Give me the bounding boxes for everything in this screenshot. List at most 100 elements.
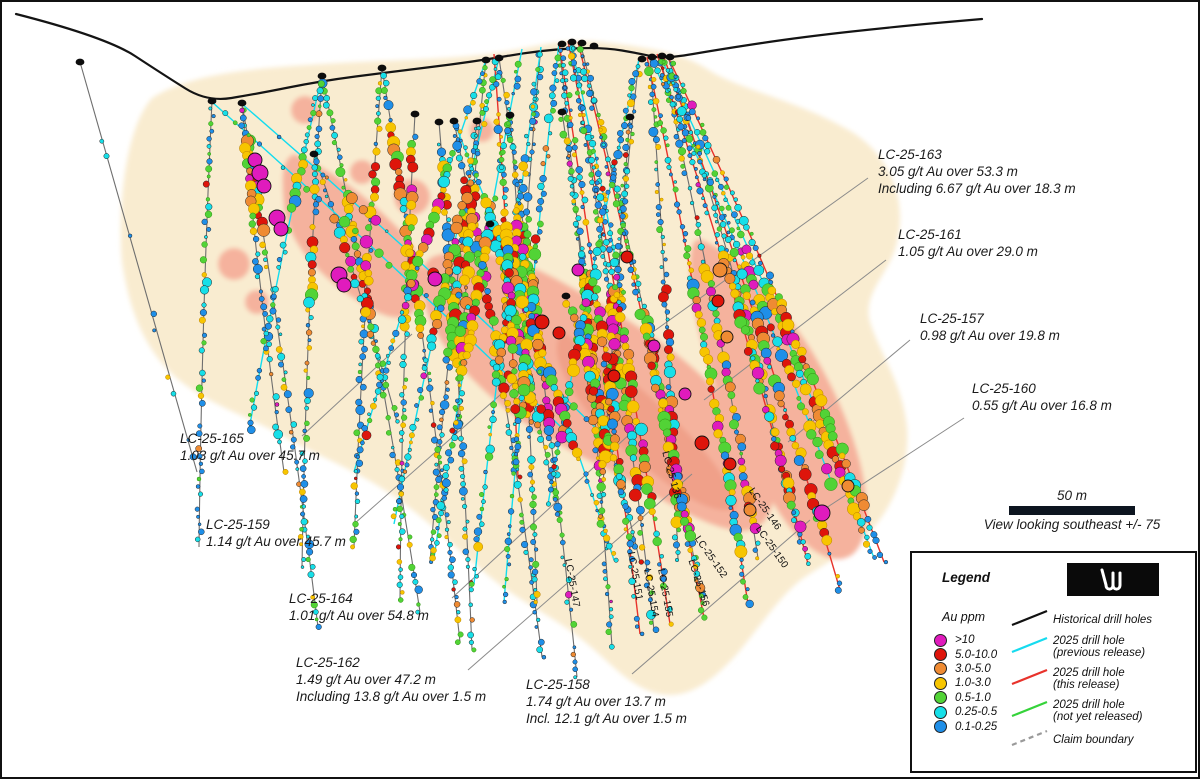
assay-dot <box>312 208 320 216</box>
legend-grade-row: >10 <box>934 633 997 647</box>
assay-dot <box>523 549 529 555</box>
assay-dot <box>276 256 283 263</box>
assay-dot <box>327 201 335 208</box>
assay-dot <box>720 451 730 460</box>
assay-dot <box>277 352 286 361</box>
assay-dot <box>316 87 324 95</box>
feature-dot-magenta <box>427 271 443 287</box>
assay-dot <box>407 447 412 452</box>
assay-dot <box>551 464 557 470</box>
assay-dot <box>527 435 531 439</box>
assay-dot <box>603 534 611 542</box>
assay-dot <box>621 231 626 236</box>
assay-dot <box>462 533 469 540</box>
assay-dot <box>622 107 629 114</box>
assay-dot <box>498 156 505 163</box>
assay-dot <box>517 497 523 503</box>
assay-dot <box>659 554 664 559</box>
assay-dot <box>335 167 346 177</box>
assay-dot <box>649 590 655 595</box>
assay-dot <box>294 459 300 465</box>
assay-dot <box>543 425 555 436</box>
assay-dot <box>446 520 451 525</box>
assay-dot <box>607 418 618 430</box>
mineralized-zone-core <box>556 332 737 511</box>
assay-dot <box>461 458 468 465</box>
assay-dot <box>654 189 659 195</box>
assay-dot <box>743 347 753 356</box>
assay-dot <box>517 474 523 480</box>
assay-dot <box>406 541 413 548</box>
assay-dot <box>797 531 803 537</box>
assay-dot <box>499 391 507 400</box>
assay-dot <box>459 274 470 286</box>
assay-dot <box>590 378 601 389</box>
assay-dot <box>691 150 697 156</box>
assay-dot <box>726 230 731 235</box>
assay-dot <box>742 594 749 600</box>
assay-dot <box>430 400 435 406</box>
assay-dot <box>694 215 700 221</box>
assay-dot <box>709 398 720 409</box>
assay-dot <box>600 360 608 368</box>
assay-dot <box>472 566 477 572</box>
assay-dot <box>645 567 650 573</box>
assay-dot <box>564 599 570 605</box>
scale-bar-group: 50 m View looking southeast +/- 75 <box>960 488 1184 532</box>
assay-dot <box>489 76 497 84</box>
assay-dot <box>511 149 517 155</box>
assay-dot <box>534 421 541 429</box>
assay-dot <box>399 205 408 213</box>
assay-dot <box>733 197 738 202</box>
assay-dot <box>507 136 514 144</box>
assay-dot <box>566 160 573 167</box>
assay-dot <box>370 340 376 346</box>
assay-dot <box>368 170 377 179</box>
assay-dot <box>399 528 406 535</box>
assay-dot <box>591 426 600 435</box>
assay-dot <box>382 79 390 87</box>
assay-dot <box>479 506 485 512</box>
assay-dot <box>385 261 393 269</box>
assay-dot <box>299 465 307 472</box>
assay-dot <box>676 115 684 123</box>
assay-dot <box>786 427 796 437</box>
assay-dot <box>676 501 687 512</box>
assay-dot <box>500 77 506 83</box>
assay-dot <box>404 293 412 302</box>
assay-dot <box>580 204 585 210</box>
assay-dot <box>488 432 493 437</box>
assay-dot <box>447 571 455 579</box>
assay-dot <box>665 68 670 73</box>
assay-dot <box>485 444 495 454</box>
assay-dot <box>465 564 470 569</box>
assay-dot <box>388 345 395 351</box>
assay-dot <box>715 177 720 183</box>
assay-dot <box>426 384 434 392</box>
assay-dot <box>637 297 642 302</box>
assay-dot <box>579 190 585 196</box>
assay-dot <box>453 420 459 426</box>
assay-dot <box>199 256 207 264</box>
annotation-lc-25-163: LC-25-163 3.05 g/t Au over 53.3 m Includin… <box>878 146 1076 197</box>
assay-dot <box>700 341 708 349</box>
assay-dot <box>569 191 575 197</box>
assay-dot <box>372 147 381 156</box>
annotation-intercept: Including 13.8 g/t Au over 1.5 m <box>296 689 487 704</box>
annotation-hole-id: LC-25-162 <box>296 655 360 670</box>
assay-dot <box>716 226 723 232</box>
annotation-hole-id: LC-25-161 <box>898 227 962 242</box>
assay-dot <box>313 158 320 165</box>
assay-dot <box>815 394 828 407</box>
assay-dot <box>866 524 873 531</box>
assay-dot <box>632 109 637 114</box>
assay-dot <box>638 460 651 473</box>
assay-dot <box>806 561 811 566</box>
assay-dot <box>397 315 407 324</box>
assay-dot <box>382 381 390 389</box>
assay-dot <box>414 265 420 271</box>
assay-dot <box>470 91 478 100</box>
assay-dot <box>539 175 547 183</box>
assay-dot <box>345 252 350 258</box>
assay-dot <box>614 242 622 250</box>
